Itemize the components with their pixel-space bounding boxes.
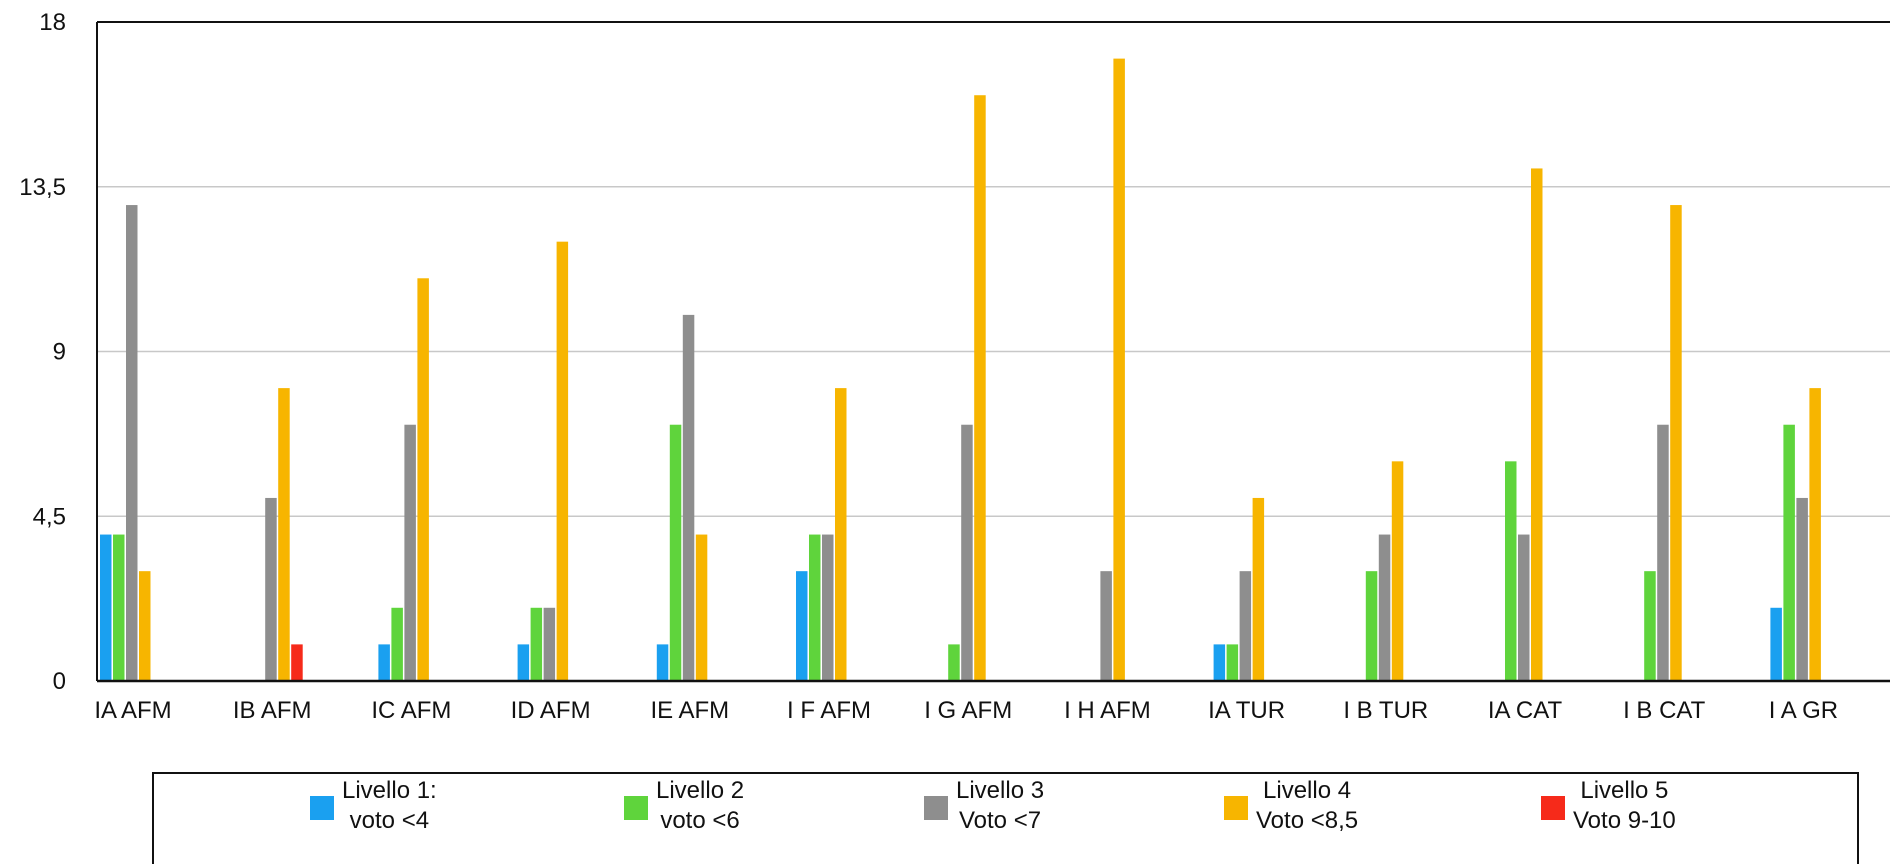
bar — [126, 205, 138, 682]
legend-label: Livello 2 voto <6 — [656, 777, 745, 834]
bar — [1518, 534, 1530, 681]
bar — [682, 314, 695, 681]
bar — [1505, 461, 1517, 681]
bar — [1783, 424, 1795, 681]
bar — [543, 607, 556, 681]
legend-item: Livello 3 Voto <7 — [924, 776, 1044, 836]
bar — [1113, 58, 1125, 682]
y-tick-label: 4,5 — [33, 503, 66, 530]
bar — [695, 534, 708, 681]
bar — [1365, 571, 1378, 681]
bar — [1239, 571, 1252, 681]
bar-chart: 0 4,5 9 13,5 18 IA AFM IB AFM IC AFM ID AFM IE A… — [19, 9, 1890, 724]
bar — [656, 644, 669, 681]
bar — [669, 424, 682, 681]
legend-label: Livello 4 Voto <8,5 — [1256, 777, 1359, 834]
bar — [1378, 534, 1391, 681]
x-tick-label: I F AFM — [787, 697, 871, 724]
bar — [1644, 571, 1656, 681]
legend-swatch — [624, 796, 648, 820]
y-tick-label: 0 — [53, 668, 66, 695]
bar — [835, 388, 847, 681]
legend-swatch — [1224, 796, 1248, 820]
bar — [517, 644, 530, 681]
bar — [1809, 388, 1821, 681]
x-tick-label: IA TUR — [1208, 697, 1285, 724]
bar — [1796, 497, 1808, 681]
axes — [96, 21, 1890, 683]
x-tick-labels: IA AFM IB AFM IC AFM ID AFM IE AFM I F AFM I G… — [94, 697, 1838, 724]
bar — [1252, 497, 1265, 681]
bar — [1226, 644, 1239, 681]
x-tick-label: ID AFM — [511, 697, 591, 724]
bar — [974, 95, 986, 681]
bar — [417, 278, 429, 681]
bar — [278, 388, 290, 681]
x-tick-label: I B TUR — [1343, 697, 1428, 724]
bar — [1100, 571, 1112, 681]
legend-item: Livello 2 voto <6 — [624, 776, 744, 836]
bar — [100, 534, 112, 681]
bar — [1213, 644, 1226, 681]
x-tick-label: I H AFM — [1064, 697, 1151, 724]
bar — [291, 644, 303, 681]
legend-item: Livello 1: voto <4 — [310, 776, 437, 836]
bar — [1391, 461, 1404, 681]
bar — [796, 571, 808, 681]
bar — [1657, 424, 1669, 681]
legend-label: Livello 3 Voto <7 — [956, 777, 1045, 834]
y-tick-labels: 0 4,5 9 13,5 18 — [19, 9, 66, 695]
bar — [113, 534, 125, 681]
bar — [265, 497, 277, 681]
legend-item: Livello 4 Voto <8,5 — [1224, 776, 1358, 836]
x-tick-label: I B CAT — [1623, 697, 1706, 724]
gridlines — [97, 186, 1890, 517]
legend-swatch — [924, 796, 948, 820]
bar — [948, 644, 960, 681]
bar — [404, 424, 416, 681]
bar — [556, 241, 569, 681]
legend: Livello 1: voto <4 Livello 2 voto <6 Livello… — [152, 772, 1859, 864]
x-tick-label: IB AFM — [233, 697, 312, 724]
legend-swatch — [310, 796, 334, 820]
bar — [391, 607, 403, 681]
x-tick-label: IC AFM — [371, 697, 451, 724]
x-tick-label: IA AFM — [94, 697, 171, 724]
bar — [1770, 607, 1782, 681]
y-tick-label: 18 — [39, 9, 66, 36]
y-tick-label: 13,5 — [19, 174, 66, 201]
legend-swatch — [1541, 796, 1565, 820]
bar — [961, 424, 973, 681]
bar — [378, 644, 390, 681]
bar — [822, 534, 834, 681]
legend-label: Livello 1: voto <4 — [342, 777, 437, 834]
x-tick-label: I G AFM — [924, 697, 1012, 724]
legend-label: Livello 5 Voto 9-10 — [1573, 777, 1676, 834]
legend-item: Livello 5 Voto 9-10 — [1541, 776, 1676, 836]
bars — [100, 58, 1821, 682]
bar — [530, 607, 543, 681]
y-tick-label: 9 — [53, 339, 66, 366]
bar — [139, 571, 151, 681]
bar — [1531, 168, 1543, 681]
bar — [809, 534, 821, 681]
x-tick-label: IA CAT — [1488, 697, 1563, 724]
x-tick-label: IE AFM — [650, 697, 729, 724]
x-tick-label: I A GR — [1769, 697, 1838, 724]
bar — [1670, 205, 1682, 682]
